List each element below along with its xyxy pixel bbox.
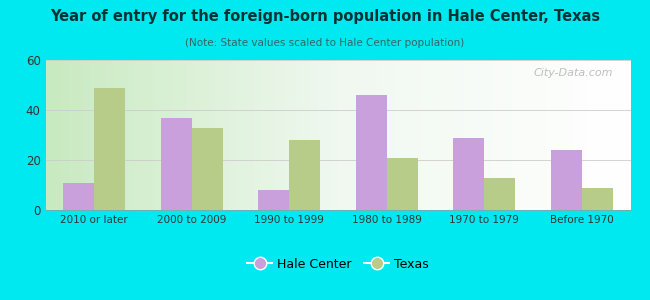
Bar xyxy=(63,182,94,210)
Text: Year of entry for the foreign-born population in Hale Center, Texas: Year of entry for the foreign-born popul… xyxy=(50,9,600,24)
Bar xyxy=(94,88,125,210)
Text: (Note: State values scaled to Hale Center population): (Note: State values scaled to Hale Cente… xyxy=(185,38,465,47)
Bar xyxy=(356,95,387,210)
Bar xyxy=(289,140,320,210)
Text: City-Data.com: City-Data.com xyxy=(534,68,613,77)
Legend: Hale Center, Texas: Hale Center, Texas xyxy=(242,253,434,276)
Bar xyxy=(582,188,613,210)
Bar xyxy=(453,137,484,210)
Bar xyxy=(387,158,418,210)
Bar xyxy=(258,190,289,210)
Bar xyxy=(551,150,582,210)
Bar xyxy=(484,178,515,210)
Bar xyxy=(161,118,192,210)
Bar xyxy=(192,128,223,210)
